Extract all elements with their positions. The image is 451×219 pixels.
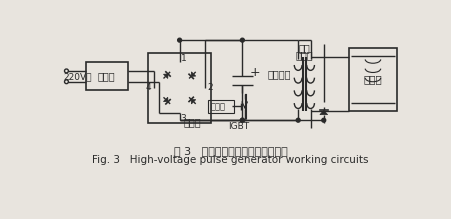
Text: 4: 4 (146, 83, 152, 92)
Circle shape (240, 38, 244, 42)
Bar (349, 48, 397, 111)
Polygon shape (163, 97, 168, 102)
Bar (86, 62, 128, 90)
Text: +: + (249, 66, 260, 79)
Bar (148, 53, 212, 122)
Text: 1: 1 (180, 54, 186, 63)
Text: 220V～: 220V～ (63, 72, 92, 81)
Circle shape (240, 118, 244, 122)
Bar (207, 100, 234, 113)
Text: 整流桥: 整流桥 (183, 118, 201, 127)
Polygon shape (191, 72, 196, 76)
Text: 调压器: 调压器 (98, 71, 115, 81)
Text: 储能电容: 储能电容 (267, 69, 291, 79)
Polygon shape (163, 74, 168, 79)
Text: IGBT: IGBT (228, 122, 249, 131)
Polygon shape (191, 99, 196, 104)
Text: 图 3   高压脉冲发生器工作原理电路: 图 3 高压脉冲发生器工作原理电路 (174, 146, 288, 156)
Circle shape (322, 118, 326, 122)
Polygon shape (320, 110, 327, 115)
Circle shape (296, 118, 300, 122)
Text: Fig. 3   High-voltage pulse generator working circuits: Fig. 3 High-voltage pulse generator work… (92, 155, 369, 165)
Text: 处理室: 处理室 (364, 74, 382, 84)
Text: 变压器: 变压器 (295, 50, 313, 60)
Text: 接驱动: 接驱动 (210, 102, 226, 111)
Circle shape (178, 38, 182, 42)
Text: 脉冲: 脉冲 (299, 43, 310, 53)
Text: 3: 3 (180, 114, 186, 123)
Circle shape (240, 118, 244, 122)
Text: 2: 2 (208, 83, 213, 92)
